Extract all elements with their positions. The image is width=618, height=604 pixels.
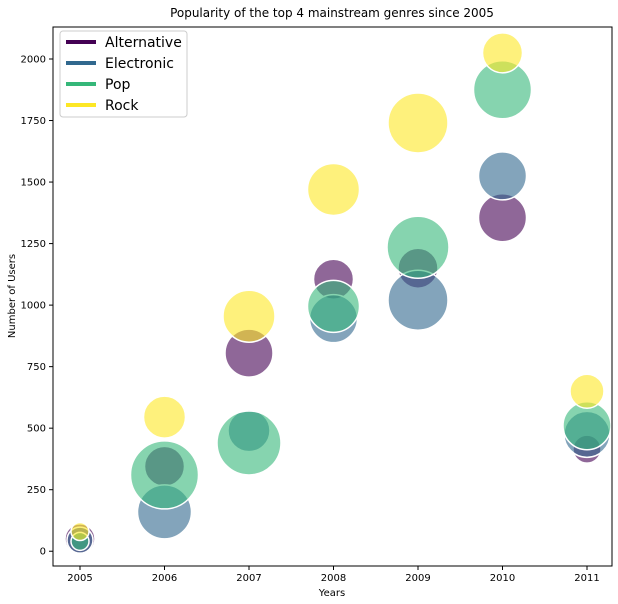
bubble-rock-2009 [387, 92, 449, 154]
legend-label-pop: Pop [105, 77, 131, 93]
y-tick-label: 750 [27, 362, 46, 373]
bubble-pop-2008 [306, 279, 361, 334]
x-axis-label: Years [318, 588, 345, 599]
legend: Alternative Electronic Pop Rock [59, 30, 188, 118]
y-axis: 0 250 500 750 1000 1250 1500 1750 2000 [21, 54, 53, 558]
legend-label-alternative: Alternative [105, 35, 182, 51]
legend-label-rock: Rock [105, 98, 139, 114]
y-tick-label: 0 [40, 547, 46, 558]
y-tick-label: 250 [27, 485, 46, 496]
bubble-pop-2009 [386, 215, 450, 280]
bubble-rock-2005 [70, 521, 90, 542]
y-tick-label: 2000 [21, 54, 46, 65]
y-axis-label: Number of Users [7, 254, 18, 338]
x-tick-label: 2009 [405, 573, 430, 584]
bubble-pop-2006 [129, 440, 200, 510]
y-tick-label: 1000 [21, 301, 46, 312]
y-tick-label: 500 [27, 424, 46, 435]
bubble-electronic-2010 [477, 151, 528, 201]
bubble-rock-2010 [481, 32, 524, 74]
chart-title: Popularity of the top 4 mainstream genre… [170, 6, 494, 20]
legend-label-electronic: Electronic [105, 56, 174, 72]
x-tick-label: 2010 [490, 573, 515, 584]
x-tick-label: 2011 [574, 573, 599, 584]
bubble-rock-2006 [142, 395, 187, 439]
bubbles-layer [64, 32, 612, 555]
x-tick-label: 2008 [321, 573, 346, 584]
y-tick-label: 1250 [21, 239, 46, 250]
bubble-electronic-2009 [387, 269, 449, 331]
y-tick-label: 1500 [21, 178, 46, 189]
x-tick-label: 2007 [236, 573, 261, 584]
x-tick-label: 2006 [152, 573, 177, 584]
bubble-rock-2007 [222, 289, 276, 343]
bubble-rock-2008 [306, 162, 361, 217]
x-axis: 2005 2006 2007 2008 2009 2010 2011 [67, 566, 600, 584]
legend-box [59, 30, 188, 118]
bubble-rock-2011 [569, 373, 605, 410]
plot-frame [52, 26, 613, 567]
y-tick-label: 1750 [21, 116, 46, 127]
x-tick-label: 2005 [67, 573, 92, 584]
bubble-pop-2007 [216, 410, 282, 476]
bubble-alternative-2010 [477, 192, 528, 243]
